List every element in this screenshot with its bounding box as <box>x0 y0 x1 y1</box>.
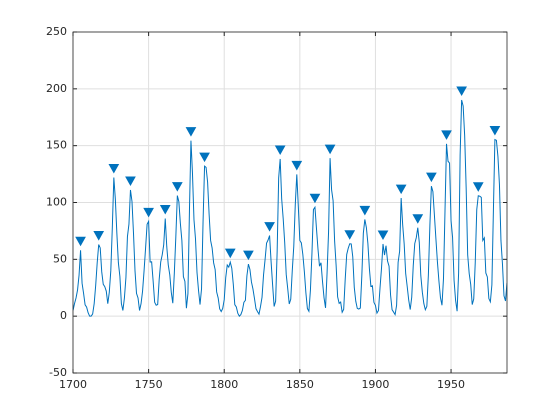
data-line <box>73 99 507 318</box>
peak-marker <box>291 160 303 171</box>
y-tick-label: 250 <box>46 25 67 38</box>
y-tick-label: 200 <box>46 82 67 95</box>
peak-marker <box>359 205 371 216</box>
peak-marker <box>274 145 286 155</box>
peak-marker <box>108 163 120 174</box>
y-tick-label: 50 <box>53 252 67 265</box>
y-tick-label: 150 <box>46 139 67 152</box>
peak-marker <box>243 250 254 261</box>
y-tick-label: 0 <box>60 309 67 322</box>
peak-marker <box>426 172 437 183</box>
peak-marker <box>75 236 86 247</box>
peak-marker <box>93 231 105 241</box>
peak-marker <box>264 222 275 232</box>
peak-marker <box>456 86 467 96</box>
peak-marker <box>377 230 389 241</box>
peak-marker <box>224 248 236 259</box>
peak-marker <box>159 205 171 215</box>
x-tick-label: 1700 <box>59 378 87 391</box>
peak-marker <box>324 144 336 155</box>
x-tick-label: 1800 <box>210 378 238 391</box>
y-tick-label: -50 <box>49 366 67 379</box>
x-tick-label: 1750 <box>135 378 163 391</box>
y-tick-label: 100 <box>46 196 67 209</box>
peak-marker <box>395 184 407 195</box>
peak-marker <box>441 130 452 140</box>
x-tick-label: 1950 <box>437 378 465 391</box>
x-tick-label: 1850 <box>286 378 314 391</box>
peak-marker <box>309 193 321 204</box>
peak-marker <box>412 214 424 224</box>
peak-marker <box>489 126 501 136</box>
peak-marker <box>344 230 356 240</box>
peak-marker <box>185 127 197 137</box>
peak-marker <box>125 176 136 187</box>
peak-marker <box>143 207 154 218</box>
x-tick-label: 1900 <box>361 378 389 391</box>
peak-marker <box>199 152 210 163</box>
peak-marker <box>171 182 183 192</box>
peak-marker <box>472 182 484 192</box>
axes-box <box>72 31 508 374</box>
